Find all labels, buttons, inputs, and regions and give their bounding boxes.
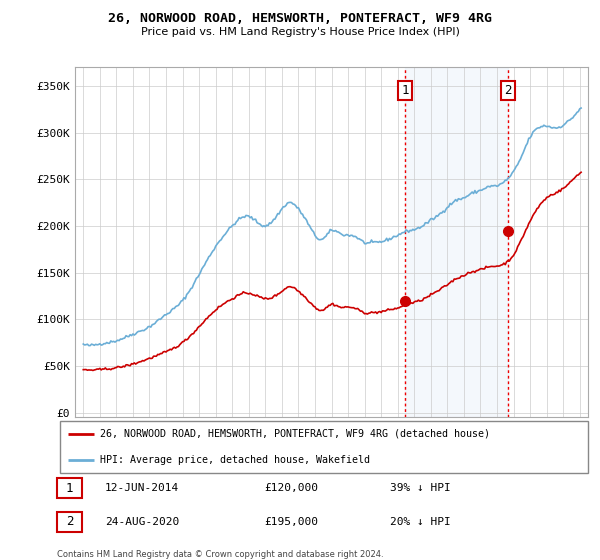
Text: 26, NORWOOD ROAD, HEMSWORTH, PONTEFRACT, WF9 4RG (detached house): 26, NORWOOD ROAD, HEMSWORTH, PONTEFRACT,… bbox=[100, 428, 490, 438]
Text: Price paid vs. HM Land Registry's House Price Index (HPI): Price paid vs. HM Land Registry's House … bbox=[140, 27, 460, 37]
Text: 2: 2 bbox=[66, 515, 73, 529]
Text: 12-JUN-2014: 12-JUN-2014 bbox=[105, 483, 179, 493]
Text: 2: 2 bbox=[504, 84, 511, 97]
FancyBboxPatch shape bbox=[60, 421, 588, 473]
Text: HPI: Average price, detached house, Wakefield: HPI: Average price, detached house, Wake… bbox=[100, 455, 370, 465]
Bar bbox=[405, 67, 508, 417]
FancyBboxPatch shape bbox=[57, 512, 82, 532]
Text: £195,000: £195,000 bbox=[264, 517, 318, 527]
Text: 20% ↓ HPI: 20% ↓ HPI bbox=[390, 517, 451, 527]
Text: 26, NORWOOD ROAD, HEMSWORTH, PONTEFRACT, WF9 4RG: 26, NORWOOD ROAD, HEMSWORTH, PONTEFRACT,… bbox=[108, 12, 492, 25]
Text: 39% ↓ HPI: 39% ↓ HPI bbox=[390, 483, 451, 493]
Text: 1: 1 bbox=[66, 482, 73, 495]
Text: £120,000: £120,000 bbox=[264, 483, 318, 493]
FancyBboxPatch shape bbox=[57, 478, 82, 498]
Text: 24-AUG-2020: 24-AUG-2020 bbox=[105, 517, 179, 527]
Text: Contains HM Land Registry data © Crown copyright and database right 2024.
This d: Contains HM Land Registry data © Crown c… bbox=[57, 550, 383, 560]
Text: 1: 1 bbox=[401, 84, 409, 97]
